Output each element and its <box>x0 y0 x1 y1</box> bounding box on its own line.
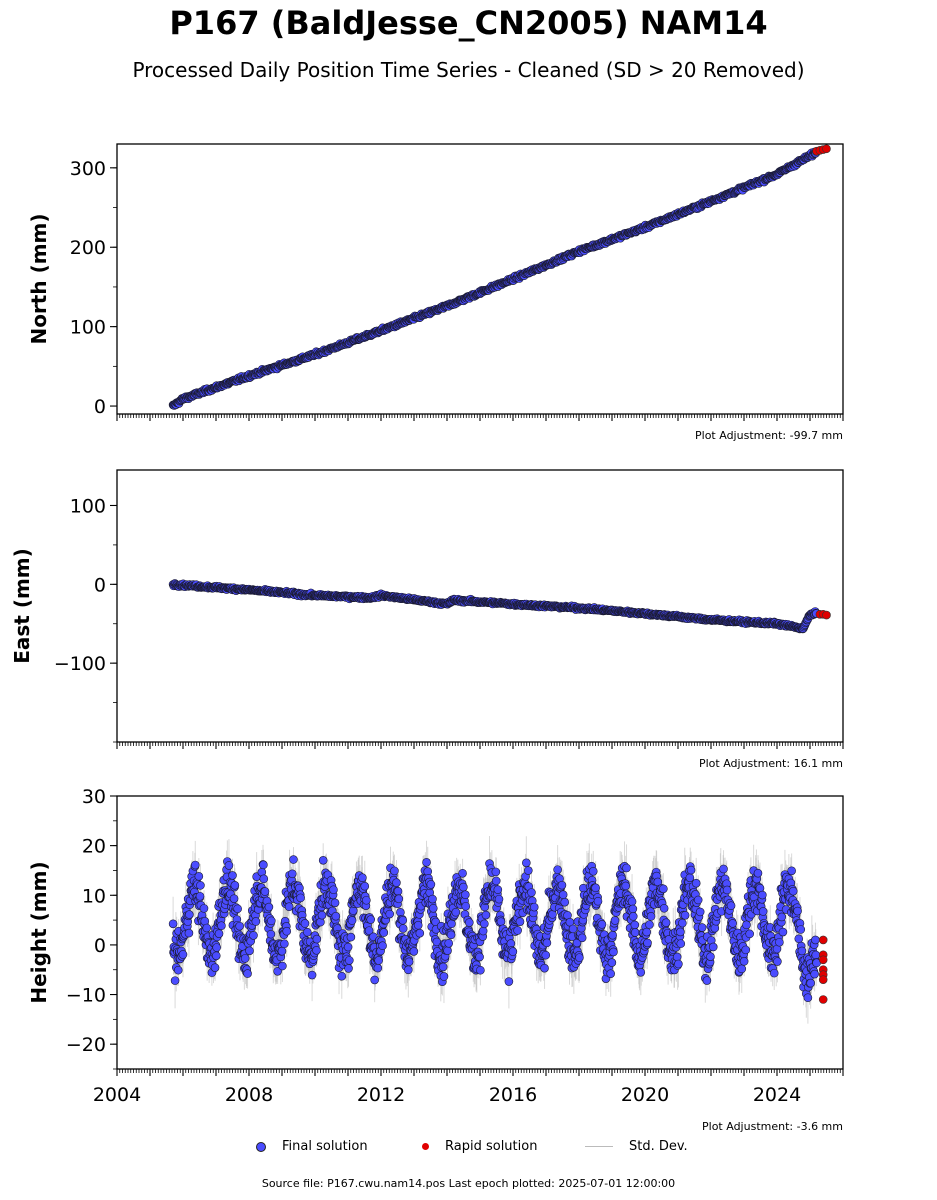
final-solution-point <box>230 881 240 890</box>
final-solution-point <box>398 924 408 933</box>
final-solution-point <box>345 956 354 965</box>
final-solution-point <box>392 878 401 887</box>
final-solution-point <box>259 874 269 884</box>
final-solution-point <box>409 947 419 956</box>
plot-adjustment-label: Plot Adjustment: -99.7 mm <box>695 429 843 442</box>
final-solution-point <box>195 891 205 901</box>
final-solution-point <box>251 917 261 926</box>
final-solution-point <box>329 885 338 895</box>
final-solution-point <box>343 942 353 952</box>
final-solution-point <box>358 873 367 883</box>
final-solution-point <box>233 904 242 914</box>
final-solution-point <box>346 932 356 942</box>
final-solution-point <box>385 909 395 919</box>
final-solution-point <box>373 963 383 973</box>
final-solution-point <box>347 916 357 925</box>
final-solution-point <box>260 887 270 896</box>
final-solution-point <box>300 919 310 928</box>
final-solution-point <box>280 939 289 949</box>
y-tick-label: 100 <box>70 317 106 339</box>
final-solution-point <box>282 926 292 936</box>
final-solution-point <box>344 964 353 973</box>
y-axis-label: East (mm) <box>10 548 34 664</box>
final-solution-point <box>284 902 294 912</box>
final-solution-point <box>404 957 414 967</box>
final-solution-point <box>398 915 408 925</box>
final-solution-point <box>379 928 389 937</box>
final-solution-point <box>267 916 276 926</box>
final-solution-point <box>415 928 425 938</box>
final-solution-point <box>370 975 379 985</box>
final-solution-point <box>413 920 423 930</box>
y-tick-label: 100 <box>70 495 106 517</box>
final-solution-point <box>245 946 254 956</box>
final-solution-point <box>228 871 237 880</box>
y-tick-label: 0 <box>94 396 106 418</box>
final-solution-point <box>249 931 258 940</box>
y-axis-label: North (mm) <box>27 213 51 344</box>
final-solution-point <box>235 921 244 931</box>
final-solution-point <box>277 946 287 956</box>
final-solution-point <box>202 923 212 933</box>
final-solution-point <box>374 956 383 965</box>
final-solution-point <box>214 929 224 938</box>
final-solution-point <box>366 915 376 924</box>
final-solution-point <box>199 904 209 913</box>
final-solution-point <box>296 893 305 903</box>
final-solution-point <box>212 943 221 952</box>
final-solution-point <box>240 954 250 963</box>
y-tick-label: 0 <box>94 574 106 596</box>
y-tick-label: −100 <box>54 653 106 675</box>
final-solution-point <box>348 906 358 915</box>
final-solution-point <box>378 941 387 951</box>
final-solution-point <box>243 969 252 978</box>
final-solution-point <box>393 887 403 896</box>
final-solution-point <box>259 860 268 870</box>
final-solution-point <box>362 895 371 905</box>
final-solution-point <box>404 965 413 975</box>
final-solution-point <box>390 866 399 876</box>
final-solution-point <box>360 881 370 891</box>
chart-title: P167 (BaldJesse_CN2005) NAM14 <box>169 4 768 42</box>
final-solution-point <box>337 971 347 981</box>
plot-adjustment-label: Plot Adjustment: 16.1 mm <box>699 757 843 770</box>
final-solution-point <box>394 894 404 904</box>
y-tick-label: 200 <box>70 237 106 259</box>
final-solution-point <box>194 872 204 881</box>
final-solution-point <box>170 976 180 985</box>
chart-subtitle: Processed Daily Position Time Series - C… <box>132 58 805 82</box>
final-solution-point <box>266 929 276 939</box>
final-solution-point <box>278 961 287 971</box>
final-solution-point <box>303 927 312 937</box>
final-solution-point <box>196 881 205 890</box>
final-solution-point <box>317 910 327 920</box>
final-solution-point <box>217 921 226 930</box>
final-solution-point <box>173 965 183 975</box>
final-solution-point <box>287 869 297 879</box>
final-solution-point <box>312 934 322 944</box>
final-solution-point <box>312 946 321 955</box>
plot-frame <box>116 143 844 415</box>
final-solution-point <box>224 861 234 870</box>
final-solution-point <box>264 902 274 912</box>
rapid-solution-point <box>822 610 831 620</box>
final-solution-point <box>229 894 239 903</box>
final-solution-point <box>184 928 194 938</box>
final-solution-point <box>331 911 341 921</box>
final-solution-point <box>178 950 188 959</box>
y-tick-label: 300 <box>70 158 106 180</box>
final-solution-point <box>211 951 221 961</box>
final-solution-point <box>307 970 317 980</box>
final-solution-point <box>190 860 200 870</box>
final-solution-point <box>210 963 220 972</box>
final-solution-point <box>289 855 298 864</box>
final-solution-point <box>318 856 328 865</box>
rapid-solution-point <box>822 144 831 154</box>
final-solution-point <box>330 898 340 908</box>
final-solution-point <box>168 919 178 929</box>
final-solution-point <box>185 910 194 919</box>
